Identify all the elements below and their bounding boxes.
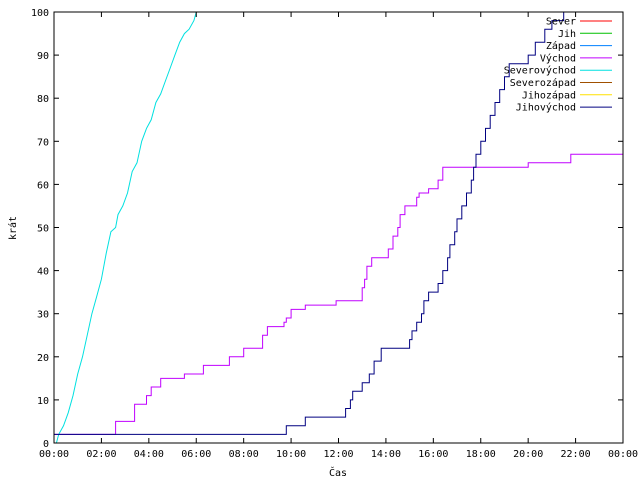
y-tick-label: 10 bbox=[37, 396, 49, 407]
y-tick-label: 0 bbox=[43, 439, 49, 450]
x-tick-label: 18:00 bbox=[466, 449, 496, 460]
y-tick-label: 70 bbox=[37, 137, 49, 148]
y-tick-label: 50 bbox=[37, 224, 49, 235]
legend-label: Jih bbox=[558, 29, 576, 40]
x-tick-label: 06:00 bbox=[181, 449, 211, 460]
x-tick-label: 00:00 bbox=[608, 449, 638, 460]
x-tick-label: 16:00 bbox=[418, 449, 448, 460]
legend-label: Jihozápad bbox=[522, 89, 576, 101]
y-tick-label: 30 bbox=[37, 310, 49, 321]
legend-label: Severozápad bbox=[510, 77, 576, 89]
series-layer bbox=[54, 12, 623, 443]
y-tick-label: 90 bbox=[37, 51, 49, 62]
y-tick-label: 40 bbox=[37, 267, 49, 278]
x-tick-label: 20:00 bbox=[513, 449, 543, 460]
legend-label: Jihovýchod bbox=[516, 102, 576, 114]
x-tick-label: 00:00 bbox=[39, 449, 69, 460]
x-tick-label: 04:00 bbox=[134, 449, 164, 460]
legend-label: Sever bbox=[546, 17, 576, 28]
series-line-jihovýchod bbox=[54, 12, 565, 435]
y-tick-label: 100 bbox=[31, 8, 49, 19]
legend: SeverJihZápadVýchodSeverovýchodSeverozáp… bbox=[504, 17, 612, 114]
series-line-severovýchod bbox=[55, 12, 197, 443]
x-tick-label: 02:00 bbox=[86, 449, 116, 460]
x-tick-label: 10:00 bbox=[276, 449, 306, 460]
x-tick-label: 12:00 bbox=[323, 449, 353, 460]
y-tick-label: 20 bbox=[37, 353, 49, 364]
legend-label: Severovýchod bbox=[504, 65, 576, 77]
y-tick-label: 60 bbox=[37, 180, 49, 191]
x-axis-label: Čas bbox=[329, 466, 347, 479]
x-tick-label: 08:00 bbox=[229, 449, 259, 460]
ticks-layer: 00:00 02:00 04:00 06:00 08:00 10:00 12:00 14:00… bbox=[31, 8, 638, 460]
x-tick-label: 22:00 bbox=[561, 449, 591, 460]
series-line-východ bbox=[54, 153, 623, 435]
y-tick-label: 80 bbox=[37, 94, 49, 105]
x-tick-label: 14:00 bbox=[371, 449, 401, 460]
y-axis-label: krát bbox=[7, 216, 19, 240]
legend-label: Západ bbox=[546, 40, 576, 52]
legend-label: Východ bbox=[540, 52, 576, 64]
